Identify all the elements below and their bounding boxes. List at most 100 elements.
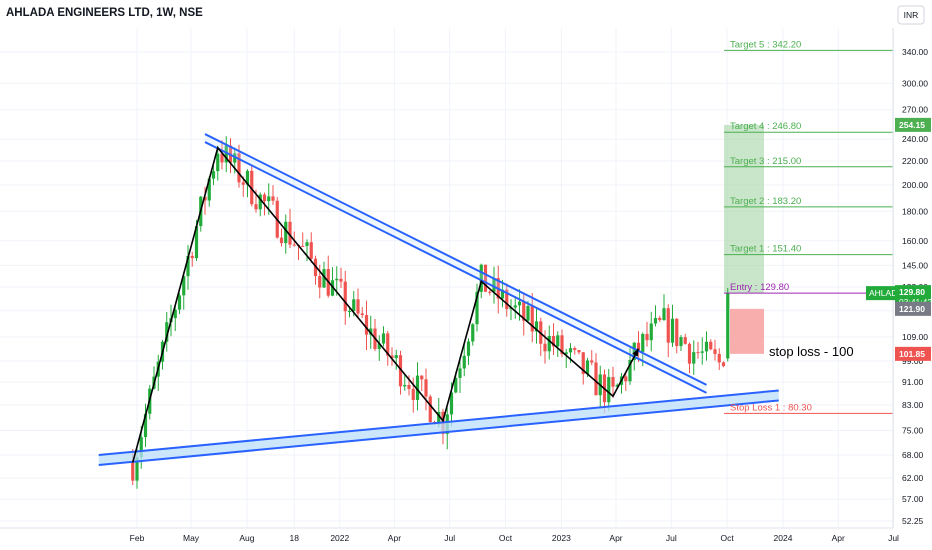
candle-body xyxy=(713,349,717,354)
candle-body xyxy=(284,221,288,244)
candle-body xyxy=(216,153,220,172)
candle-body xyxy=(462,355,466,369)
candle-body xyxy=(721,362,726,367)
candle-body xyxy=(488,291,492,293)
candle-body xyxy=(288,221,292,245)
candle-body xyxy=(177,295,182,310)
x-tick-label: May xyxy=(183,533,200,543)
candle-body xyxy=(564,352,568,355)
candle-body xyxy=(692,352,696,364)
candle-body xyxy=(624,376,628,382)
candle-body xyxy=(258,194,262,210)
loss-zone xyxy=(730,308,764,354)
candle-body xyxy=(577,350,581,353)
level-label-target: Target 4 : 246.80 xyxy=(730,121,801,132)
candle-body xyxy=(615,384,619,387)
x-tick-label: 2022 xyxy=(330,533,349,543)
candle-body xyxy=(573,348,577,351)
y-tick-label: 270.00 xyxy=(902,105,928,115)
candle-body xyxy=(381,333,386,344)
y-tick-label: 145.00 xyxy=(902,260,928,270)
candle-body xyxy=(500,289,505,299)
currency-button[interactable]: INR xyxy=(897,5,925,25)
candle-body xyxy=(594,362,598,396)
candle-body xyxy=(279,237,284,244)
candle-body xyxy=(428,396,432,422)
y-tick-label: 68.00 xyxy=(902,450,924,460)
candle-body xyxy=(420,375,424,380)
descending-channel-lower xyxy=(204,141,707,394)
candle-body xyxy=(590,360,594,363)
trend-channels[interactable] xyxy=(98,133,779,467)
candle-body xyxy=(581,352,585,374)
ascending-support-fill xyxy=(98,390,779,466)
x-tick-label: Apr xyxy=(609,533,622,543)
candle-body xyxy=(364,315,369,335)
y-tick-label: 200.00 xyxy=(902,180,928,190)
gray-bg xyxy=(895,301,931,316)
time-axis[interactable]: Feb May Aug 18 2022 Apr Jul Oct 2023 Apr Jul Oct 202… xyxy=(0,527,899,543)
y-tick-label: 240.00 xyxy=(902,134,928,144)
x-tick-label: Jul xyxy=(666,533,677,543)
candle-body xyxy=(454,377,458,393)
candle-body xyxy=(207,178,211,201)
candle-body xyxy=(318,276,322,288)
candle-body xyxy=(415,375,420,400)
level-label-stop: Stop Loss 1 : 80.30 xyxy=(730,402,812,413)
candle-body xyxy=(543,343,547,352)
y-tick-label: 52.25 xyxy=(902,516,924,526)
candle-body xyxy=(611,377,615,387)
candle-body xyxy=(360,313,364,316)
candle-body xyxy=(322,269,326,288)
x-tick-label: Oct xyxy=(721,533,735,543)
candle-body xyxy=(377,343,381,350)
candle-body xyxy=(649,323,653,341)
candle-body xyxy=(534,321,539,332)
x-tick-label: Aug xyxy=(239,533,254,543)
stop-badge-bg xyxy=(895,346,931,361)
candles xyxy=(131,136,730,489)
candle-body xyxy=(556,335,560,347)
candle-body xyxy=(224,145,228,163)
candle-body xyxy=(449,392,454,415)
stop-badge-text: 101.85 xyxy=(899,349,925,359)
zigzag-pattern[interactable] xyxy=(131,146,640,463)
candle-body xyxy=(186,255,190,277)
candle-body xyxy=(211,171,216,179)
candle-body xyxy=(483,264,488,292)
candle-body xyxy=(513,305,517,308)
candle-body xyxy=(407,384,411,389)
x-tick-label: Apr xyxy=(832,533,845,543)
candle-body xyxy=(437,411,441,425)
candle-body xyxy=(700,351,704,353)
y-tick-label: 109.00 xyxy=(902,332,928,342)
x-tick-label: 2024 xyxy=(774,533,793,543)
candle-body xyxy=(386,333,390,356)
y-tick-label: 57.00 xyxy=(902,494,924,504)
candle-body xyxy=(645,333,649,341)
ascending-support-lower xyxy=(98,399,779,467)
candle-body xyxy=(632,342,636,360)
candle-body xyxy=(526,306,530,321)
candle-body xyxy=(471,324,475,342)
zigzag-arrowhead xyxy=(632,348,639,357)
candle-body xyxy=(636,342,641,352)
position-zones xyxy=(724,124,764,354)
candle-body xyxy=(139,437,143,458)
candle-body xyxy=(394,355,398,359)
candle-body xyxy=(670,318,675,343)
candle-body xyxy=(704,341,709,352)
candle-body xyxy=(547,335,551,352)
candle-body xyxy=(390,355,394,359)
candle-body xyxy=(717,353,721,363)
price-axis[interactable]: 52.25 57.00 62.00 68.00 75.00 83.00 91.00 99.00… xyxy=(866,28,932,528)
candle-body xyxy=(301,245,305,247)
candle-body xyxy=(424,379,428,397)
candle-body xyxy=(250,170,254,205)
candle-body xyxy=(658,317,662,321)
candle-body xyxy=(143,413,148,438)
y-tick-label: 300.00 xyxy=(902,78,928,88)
level-lines[interactable]: Target 5 : 342.20 Target 4 : 246.80 Target… xyxy=(724,39,893,414)
